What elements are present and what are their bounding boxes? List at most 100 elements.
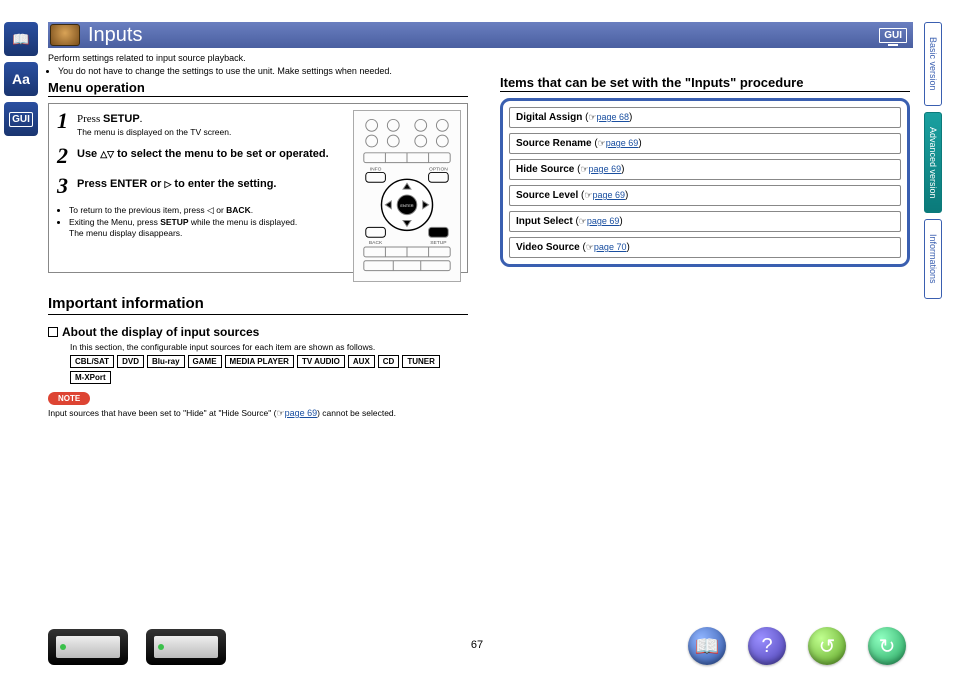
item-input-select[interactable]: Input Select (☞page 69) bbox=[509, 211, 901, 232]
note-1: To return to the previous item, press ◁ … bbox=[69, 205, 352, 216]
square-bullet-icon bbox=[48, 327, 58, 337]
chip-aux: AUX bbox=[348, 355, 375, 368]
chip-tvaudio: TV AUDIO bbox=[297, 355, 345, 368]
s1-bold: SETUP bbox=[103, 113, 140, 125]
tab-advanced[interactable]: Advanced version bbox=[924, 112, 942, 214]
r2-link[interactable]: page 69 bbox=[589, 164, 622, 174]
source-chips: CBL/SAT DVD Blu-ray GAME MEDIA PLAYER TV… bbox=[70, 355, 468, 384]
items-heading: Items that can be set with the "Inputs" … bbox=[500, 75, 910, 92]
r4-label: Input Select bbox=[516, 216, 573, 227]
tab-basic[interactable]: Basic version bbox=[924, 22, 942, 106]
footer: 67 📖 ? ↺ ↻ bbox=[0, 619, 954, 665]
device-front-icon[interactable] bbox=[48, 629, 128, 665]
r4-link[interactable]: page 69 bbox=[587, 216, 620, 226]
about-display-desc: In this section, the configurable input … bbox=[70, 342, 468, 352]
step-2-text: Use △▽ to select the menu to be set or o… bbox=[77, 145, 329, 167]
n1-mid: or bbox=[214, 205, 226, 215]
intro-line2: You do not have to change the settings t… bbox=[58, 65, 392, 78]
r0-link[interactable]: page 68 bbox=[597, 112, 630, 122]
contents-button[interactable]: 📖 bbox=[688, 627, 726, 665]
r1-link[interactable]: page 69 bbox=[606, 138, 639, 148]
chip-cblsat: CBL/SAT bbox=[70, 355, 114, 368]
chip-cd: CD bbox=[378, 355, 400, 368]
r0-label: Digital Assign bbox=[516, 112, 582, 123]
n1-bold: BACK bbox=[226, 205, 251, 215]
important-section: Important information About the display … bbox=[48, 295, 468, 419]
note-2: Exiting the Menu, press SETUP while the … bbox=[69, 217, 352, 227]
page-title: Inputs bbox=[88, 24, 879, 47]
device-rear-icon[interactable] bbox=[146, 629, 226, 665]
n2-bold: SETUP bbox=[160, 217, 188, 227]
chip-media: MEDIA PLAYER bbox=[225, 355, 294, 368]
step-1: 1 Press SETUP. The menu is displayed on … bbox=[57, 110, 352, 137]
gui-icon[interactable]: GUI bbox=[4, 102, 38, 136]
page-number: 67 bbox=[471, 639, 483, 651]
chip-dvd: DVD bbox=[117, 355, 144, 368]
step-3: 3 Press ENTER or ▷ to enter the setting. bbox=[57, 175, 352, 197]
help-icon: ? bbox=[761, 635, 772, 658]
n2-pre: Exiting the Menu, press bbox=[69, 217, 160, 227]
book-icon: 📖 bbox=[695, 634, 720, 659]
svg-text:OPTION: OPTION bbox=[429, 166, 448, 172]
steps: 1 Press SETUP. The menu is displayed on … bbox=[57, 110, 352, 238]
gui-glyph: GUI bbox=[9, 112, 33, 127]
svg-text:SETUP: SETUP bbox=[430, 240, 446, 246]
glossary-icon[interactable]: Aa bbox=[4, 62, 38, 96]
back-icon: ↺ bbox=[819, 634, 836, 659]
footer-left bbox=[48, 629, 226, 665]
intro-line1: Perform settings related to input source… bbox=[48, 52, 392, 65]
items-box: Digital Assign (☞page 68) Source Rename … bbox=[500, 98, 910, 267]
prev-button[interactable]: ↺ bbox=[808, 627, 846, 665]
hand-icon: ☞ bbox=[276, 408, 284, 418]
n1-post: . bbox=[251, 205, 253, 215]
footer-right: 📖 ? ↺ ↻ bbox=[688, 627, 906, 665]
n2-post: while the menu is displayed. bbox=[189, 217, 298, 227]
title-chip-icon bbox=[50, 24, 80, 46]
note-3: The menu display disappears. bbox=[69, 228, 352, 238]
step-3-num: 3 bbox=[57, 175, 77, 197]
r5-link[interactable]: page 70 bbox=[594, 242, 627, 252]
chip-tuner: TUNER bbox=[402, 355, 440, 368]
book-glyph: 📖 bbox=[12, 31, 29, 48]
item-source-rename[interactable]: Source Rename (☞page 69) bbox=[509, 133, 901, 154]
r3-label: Source Level bbox=[516, 190, 578, 201]
n1-pre: To return to the previous item, press bbox=[69, 205, 207, 215]
note-pre: Input sources that have been set to "Hid… bbox=[48, 408, 276, 418]
left-column: Menu operation 1 Press SETUP. The menu i… bbox=[48, 80, 468, 419]
tab-informations[interactable]: Informations bbox=[924, 219, 942, 299]
s3-bold: ENTER bbox=[110, 178, 147, 190]
r3-link[interactable]: page 69 bbox=[592, 190, 625, 200]
s3-post: to enter the setting. bbox=[171, 178, 276, 190]
help-button[interactable]: ? bbox=[748, 627, 786, 665]
about-display-text: About the display of input sources bbox=[62, 325, 259, 339]
triangle-left-icon: ◁ bbox=[207, 205, 214, 216]
r2-label: Hide Source bbox=[516, 164, 574, 175]
item-source-level[interactable]: Source Level (☞page 69) bbox=[509, 185, 901, 206]
step-2: 2 Use △▽ to select the menu to be set or… bbox=[57, 145, 352, 167]
left-sidebar: 📖 Aa GUI bbox=[4, 22, 38, 142]
item-video-source[interactable]: Video Source (☞page 70) bbox=[509, 237, 901, 258]
right-tabs: Basic version Advanced version Informati… bbox=[924, 22, 946, 305]
chip-game: GAME bbox=[188, 355, 222, 368]
hand-icon: ☞ bbox=[579, 216, 587, 226]
step-2-num: 2 bbox=[57, 145, 77, 167]
chip-mxport: M-XPort bbox=[70, 371, 111, 384]
s3-mid: or bbox=[147, 178, 164, 190]
r1-label: Source Rename bbox=[516, 138, 592, 149]
step-3-text: Press ENTER or ▷ to enter the setting. bbox=[77, 175, 276, 197]
hand-icon: ☞ bbox=[586, 242, 594, 252]
note-link[interactable]: page 69 bbox=[285, 408, 318, 418]
aa-glyph: Aa bbox=[12, 71, 30, 87]
item-hide-source[interactable]: Hide Source (☞page 69) bbox=[509, 159, 901, 180]
item-digital-assign[interactable]: Digital Assign (☞page 68) bbox=[509, 107, 901, 128]
r5-label: Video Source bbox=[516, 242, 580, 253]
svg-text:INFO: INFO bbox=[370, 166, 382, 172]
svg-text:BACK: BACK bbox=[369, 240, 383, 246]
note-badge: NOTE bbox=[48, 392, 90, 405]
book-icon[interactable]: 📖 bbox=[4, 22, 38, 56]
forward-icon: ↻ bbox=[879, 634, 896, 659]
next-button[interactable]: ↻ bbox=[868, 627, 906, 665]
s2-pre: Use bbox=[77, 148, 100, 160]
intro-text: Perform settings related to input source… bbox=[48, 52, 392, 77]
step-1-num: 1 bbox=[57, 110, 77, 137]
